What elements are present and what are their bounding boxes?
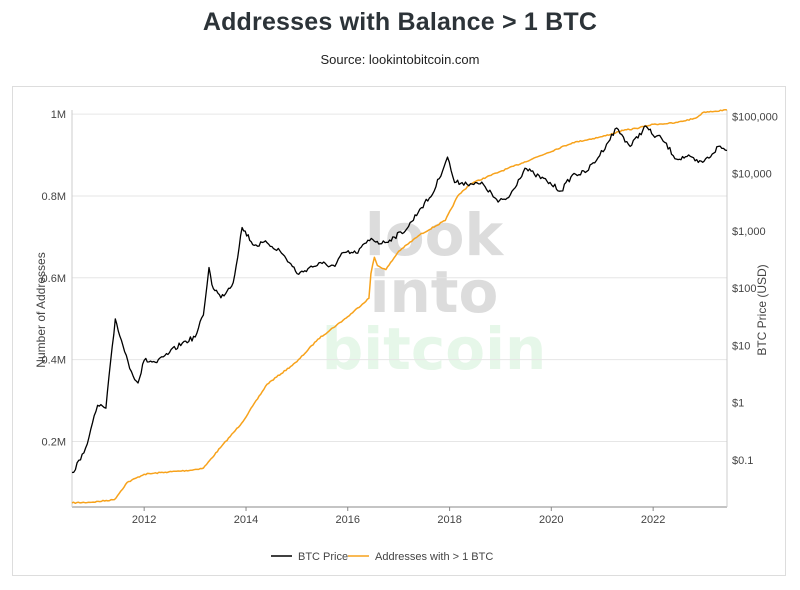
legend-label-addresses[interactable]: Addresses with > 1 BTC	[375, 551, 493, 563]
legend: BTC Price Addresses with > 1 BTC	[271, 551, 493, 563]
x-tick-label: 2016	[335, 514, 359, 526]
y-left-tick-labels: 0.2M 0.4M 0.6M 0.8M 1M	[42, 109, 66, 448]
chart-frame	[12, 86, 786, 576]
x-tick-label: 2012	[132, 514, 156, 526]
y-right-tick-label: $1	[732, 398, 744, 410]
x-tick-label: 2022	[641, 514, 665, 526]
series-line-btc-price	[71, 125, 728, 474]
y-right-tick-label: $0.1	[732, 455, 753, 467]
y-right-tick-labels: $0.1 $1 $10 $100 $1,000 $10,000 $100,000	[732, 112, 778, 467]
page-subtitle: Source: lookintobitcoin.com	[320, 52, 480, 67]
watermark-bitcoin: bitcoin	[322, 315, 547, 383]
gridlines	[72, 113, 727, 443]
y-right-tick-label: $1,000	[732, 226, 766, 238]
legend-label-btc-price[interactable]: BTC Price	[298, 551, 348, 563]
y-left-axis-title: Number of Addresses	[34, 252, 48, 367]
y-right-tick-label: $10	[732, 340, 750, 352]
series-lines	[71, 108, 728, 505]
x-tick-label: 2020	[539, 514, 563, 526]
y-right-tick-label: $10,000	[732, 169, 772, 181]
x-tick-label: 2018	[437, 514, 461, 526]
watermark-look: look	[365, 201, 505, 269]
y-right-tick-label: $100	[732, 283, 756, 295]
x-tick-labels: 2012 2014 2016 2018 2020 2022	[132, 507, 665, 526]
watermark: look into bitcoin	[322, 201, 547, 383]
y-right-axis-title: BTC Price (USD)	[755, 264, 769, 355]
page-title: Addresses with Balance > 1 BTC	[202, 8, 598, 36]
y-left-tick-label: 0.4M	[42, 355, 66, 367]
y-left-tick-label: 0.6M	[42, 273, 66, 285]
watermark-into: into	[370, 258, 499, 326]
series-line-addresses	[71, 108, 728, 505]
y-left-tick-label: 1M	[51, 109, 66, 121]
y-right-tick-label: $100,000	[732, 112, 778, 124]
y-left-tick-label: 0.2M	[42, 437, 66, 449]
y-left-tick-label: 0.8M	[42, 191, 66, 203]
x-tick-label: 2014	[234, 514, 258, 526]
axes	[71, 110, 728, 508]
